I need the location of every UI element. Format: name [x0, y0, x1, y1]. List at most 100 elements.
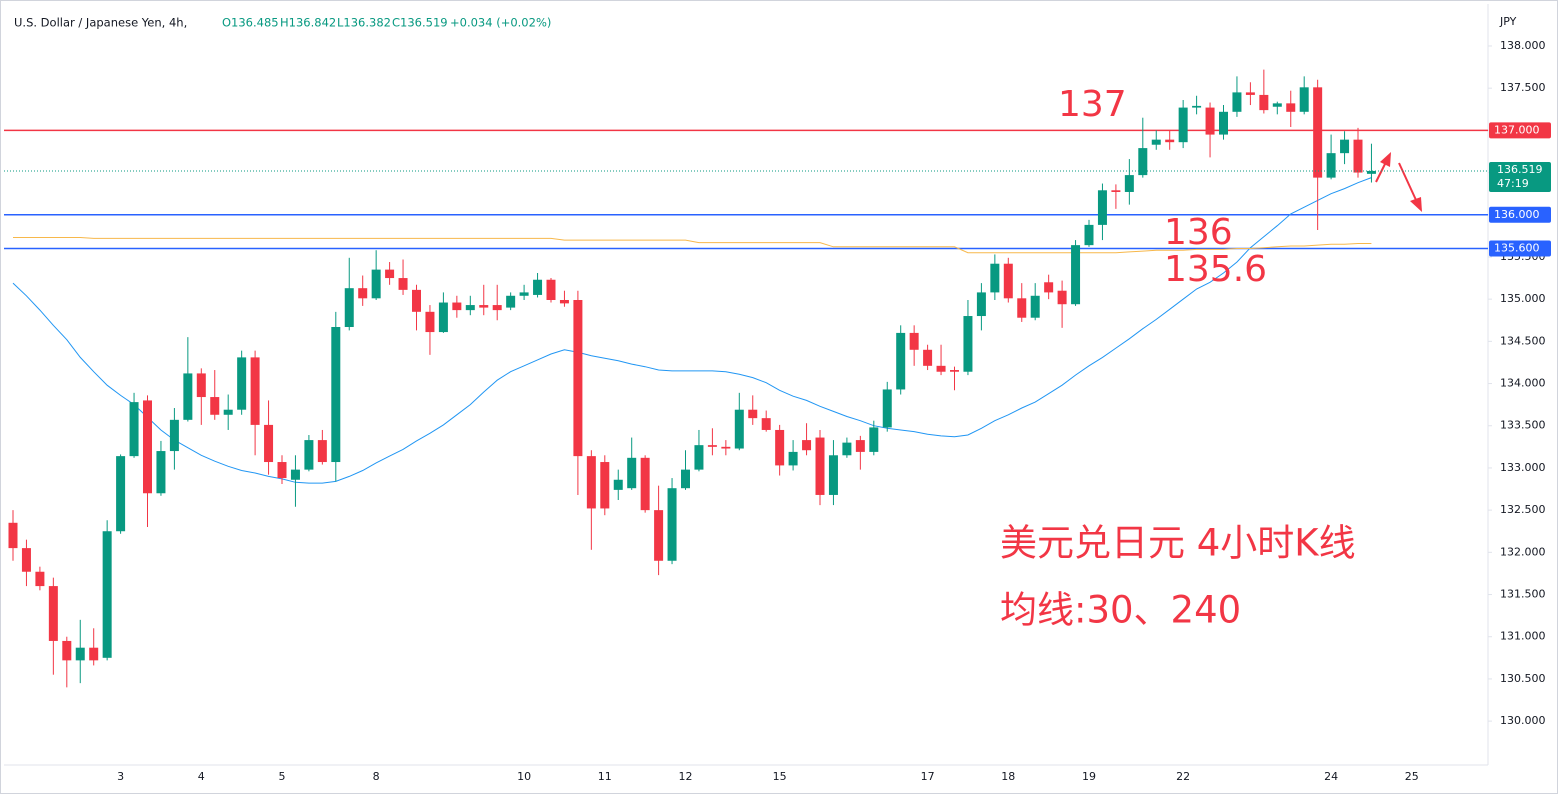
candle	[264, 400, 274, 475]
candle-body	[1232, 92, 1242, 112]
candle	[129, 392, 139, 458]
x-tick-label: 22	[1176, 770, 1190, 783]
candle-body	[465, 305, 475, 311]
candle-body	[304, 440, 314, 470]
candle-body	[277, 462, 287, 479]
level-tag	[1489, 240, 1551, 257]
candle-body	[707, 445, 717, 447]
candle-body	[1299, 87, 1309, 112]
candle-body	[855, 440, 865, 452]
candle-body	[815, 437, 825, 495]
header: U.S. Dollar / Japanese Yen, 4h, O136.485…	[14, 16, 551, 30]
candle	[707, 428, 717, 456]
candle-body	[600, 462, 610, 509]
candle-body	[479, 305, 489, 308]
candle-body	[613, 479, 623, 490]
candle-body	[896, 332, 906, 390]
candle	[694, 429, 704, 472]
candle	[936, 344, 946, 376]
candle-body	[358, 288, 368, 299]
annotation: 均线:30、240	[1000, 589, 1241, 632]
candle	[223, 394, 233, 430]
candle-body	[290, 469, 300, 480]
candle	[802, 423, 812, 456]
candle	[290, 455, 300, 507]
candle-body	[425, 311, 435, 333]
arrows	[1375, 152, 1422, 212]
y-tick-label: 138.000	[1500, 39, 1546, 52]
candle	[1232, 76, 1242, 117]
candle	[559, 290, 569, 307]
candle	[438, 292, 448, 333]
candle	[882, 381, 892, 432]
candle	[775, 424, 785, 476]
candle	[21, 539, 31, 587]
candle-body	[559, 299, 569, 304]
candle-body	[654, 510, 664, 561]
candle	[479, 284, 489, 316]
candle	[452, 295, 462, 318]
last-price-tag	[1489, 161, 1551, 192]
candle	[1245, 82, 1255, 106]
candle	[317, 429, 327, 465]
candle-body	[237, 357, 247, 410]
candle-body	[1084, 224, 1094, 246]
candle	[1178, 99, 1188, 149]
candle-body	[882, 389, 892, 428]
candle-body	[1178, 107, 1188, 143]
candle	[35, 566, 45, 591]
candle-body	[950, 370, 959, 372]
candle-body	[116, 456, 126, 532]
candle-body	[35, 571, 45, 587]
y-tick-label: 131.000	[1500, 630, 1546, 643]
candle-body	[533, 279, 543, 295]
candle	[102, 520, 112, 661]
candle-body	[143, 400, 152, 494]
candle-body	[1138, 148, 1148, 176]
candle	[546, 278, 556, 303]
y-tick-label: 137.500	[1500, 81, 1546, 94]
y-tick-label: 134.000	[1500, 377, 1546, 390]
candle-body	[183, 373, 193, 420]
annotation: 美元兑日元 4小时K线	[1000, 522, 1356, 565]
x-tick-label: 10	[517, 770, 531, 783]
candle-body	[344, 288, 354, 328]
candle	[1151, 130, 1161, 150]
candle-body	[1353, 139, 1363, 173]
candle	[654, 485, 664, 576]
candle	[425, 305, 435, 355]
candle-body	[1151, 139, 1161, 145]
candle	[828, 440, 838, 506]
currency: JPY	[1499, 15, 1517, 28]
candle	[613, 469, 623, 501]
candle-body	[264, 424, 274, 463]
candle-body	[573, 299, 583, 457]
moving-average	[13, 237, 1372, 254]
candle	[1326, 134, 1336, 180]
candle-body	[828, 455, 838, 495]
candle-body	[1124, 175, 1134, 192]
candle-body	[21, 548, 31, 572]
arrow-up	[1375, 161, 1387, 183]
candle	[237, 350, 247, 415]
candle	[1097, 183, 1107, 241]
candle-body	[963, 316, 973, 372]
y-tick-label: 134.500	[1500, 334, 1546, 347]
candle	[788, 440, 798, 471]
candle-body	[438, 302, 448, 333]
candle-body	[371, 269, 381, 299]
candle	[1353, 127, 1363, 178]
candle-body	[1165, 139, 1175, 143]
candle-body	[331, 327, 341, 463]
candle-body	[721, 446, 731, 449]
x-tick-label: 24	[1324, 770, 1338, 783]
candle	[304, 435, 314, 472]
candle	[492, 284, 502, 321]
symbol: U.S. Dollar / Japanese Yen, 4h,	[14, 16, 187, 30]
candle-body	[89, 647, 99, 661]
candle-body	[546, 279, 556, 300]
annotation: 136	[1164, 212, 1233, 253]
candle-body	[452, 302, 462, 311]
candle	[1044, 274, 1054, 300]
